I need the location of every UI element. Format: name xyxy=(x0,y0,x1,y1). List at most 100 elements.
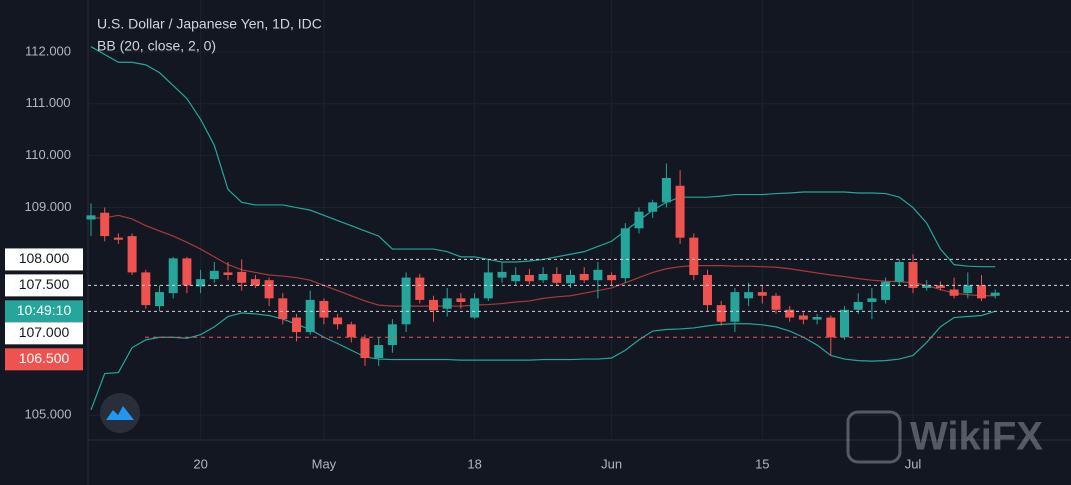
candle-body xyxy=(127,236,137,273)
candle-body xyxy=(305,299,315,333)
candle-body xyxy=(949,289,959,296)
candle-body xyxy=(757,292,767,296)
candle-body xyxy=(524,275,534,282)
price-line-label-box xyxy=(5,248,83,271)
candle-body xyxy=(401,277,411,325)
candle-body xyxy=(497,271,507,278)
y-tick-label: 105.000 xyxy=(25,407,72,422)
overlay: 108.000 107.500 10:49:10 107.000 106.500 xyxy=(5,248,1071,371)
countdown-label-box xyxy=(5,300,83,323)
x-tick-label: Jul xyxy=(905,456,922,471)
candle-body xyxy=(785,309,795,318)
logo xyxy=(100,393,140,433)
x-tick-label: 15 xyxy=(755,456,769,471)
x-tick-label: 20 xyxy=(193,456,207,471)
candle-body xyxy=(387,324,397,346)
candle-body xyxy=(730,292,740,322)
alert-label-box xyxy=(5,348,83,371)
candle-body xyxy=(538,273,548,281)
candle-body xyxy=(867,298,877,302)
candle-body xyxy=(826,317,836,338)
candle-body xyxy=(141,272,151,306)
price-line-label: 107.000 xyxy=(19,324,70,340)
candle-body xyxy=(319,300,329,318)
candle-body xyxy=(566,275,575,284)
candle-body xyxy=(840,309,849,338)
bb-lower xyxy=(90,310,996,411)
candle-body xyxy=(113,237,123,240)
candle-body xyxy=(812,317,822,320)
grid xyxy=(88,0,1071,440)
candle-body xyxy=(415,277,425,300)
candle-body xyxy=(511,275,521,282)
y-tick-label: 110.000 xyxy=(25,147,71,162)
candle-body xyxy=(470,298,480,318)
candle-body xyxy=(634,211,644,229)
candle-body xyxy=(661,177,671,203)
candle-body xyxy=(209,270,219,280)
candle-body xyxy=(483,272,493,299)
candle-body xyxy=(648,202,658,212)
candle-body xyxy=(182,258,192,286)
candle-body xyxy=(593,269,603,281)
candle-body xyxy=(703,275,712,306)
candle-body xyxy=(579,273,589,281)
candle-body xyxy=(894,262,904,282)
candle-body xyxy=(607,275,617,281)
candle-body xyxy=(250,279,260,286)
price-line-label: 108.000 xyxy=(19,250,70,266)
x-tick-label: Jun xyxy=(601,456,622,471)
candle-body xyxy=(100,212,110,237)
candle-body xyxy=(798,315,808,320)
price-line-label-box xyxy=(5,322,83,345)
watermark-icon xyxy=(846,410,902,464)
candle-body xyxy=(552,273,562,283)
candle-body xyxy=(333,317,343,325)
candle-body xyxy=(360,338,370,359)
candle-body xyxy=(881,281,891,300)
candle-body xyxy=(990,292,1000,296)
candle-body xyxy=(675,185,685,238)
candle-body xyxy=(429,299,438,311)
candle-body xyxy=(278,298,288,320)
countdown-label: 10:49:10 xyxy=(17,302,72,318)
candle-body xyxy=(716,305,726,322)
chart-title: U.S. Dollar / Japanese Yen, 1D, IDC xyxy=(97,16,322,32)
candle-body xyxy=(908,262,918,288)
candle-body xyxy=(237,271,247,283)
price-line-label: 107.500 xyxy=(19,276,70,292)
candles xyxy=(86,163,1000,366)
candle-body xyxy=(922,285,932,288)
candle-body xyxy=(689,237,699,275)
candle-body xyxy=(442,298,452,309)
candle-body xyxy=(977,285,986,299)
x-tick-label: 18 xyxy=(467,456,481,471)
y-tick-label: 112.000 xyxy=(25,43,71,58)
x-tick-label: May xyxy=(312,456,337,471)
logo-icon xyxy=(106,406,134,420)
watermark: WikiFX xyxy=(846,410,1043,464)
candle-body xyxy=(374,345,384,359)
y-tick-label: 109.000 xyxy=(25,199,72,214)
candle-body xyxy=(292,317,301,333)
candle-body xyxy=(196,279,206,287)
candle-body xyxy=(620,228,630,279)
candle-body xyxy=(771,295,781,310)
candle-body xyxy=(963,285,973,294)
watermark-text: WikiFX xyxy=(910,415,1043,459)
candle-body xyxy=(168,258,178,294)
candle-body xyxy=(456,298,466,302)
candle-body xyxy=(346,324,356,338)
candle-body xyxy=(853,301,863,310)
candle-body xyxy=(264,280,274,299)
price-line-label-box xyxy=(5,274,83,297)
y-tick-label: 111.000 xyxy=(25,95,70,110)
indicator-label: BB (20, close, 2, 0) xyxy=(97,38,216,54)
candle-body xyxy=(86,215,96,220)
candle-body xyxy=(744,292,754,299)
alert-label: 106.500 xyxy=(19,350,70,366)
candle-body xyxy=(935,285,945,288)
